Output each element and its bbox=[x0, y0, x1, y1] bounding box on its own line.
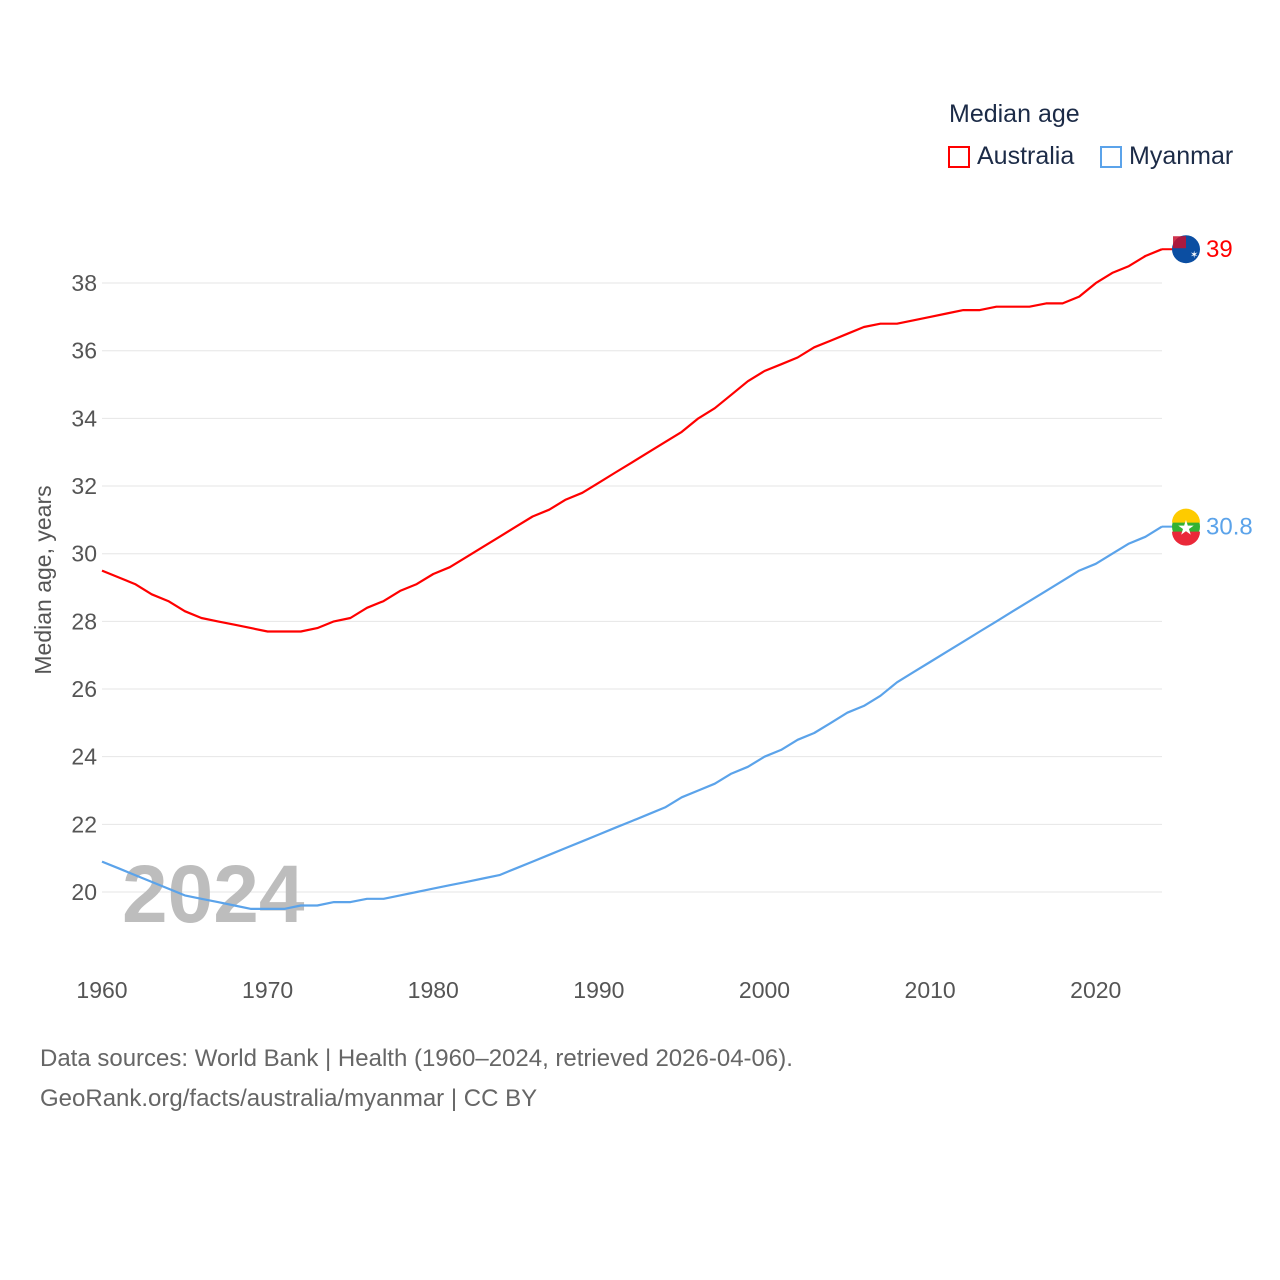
star-icon: ★ bbox=[1177, 518, 1195, 540]
x-tick-label: 1970 bbox=[242, 977, 293, 1003]
series-line-australia bbox=[101, 248, 1163, 633]
star-icon: ✶ bbox=[1190, 250, 1198, 261]
legend-title: Median age bbox=[949, 100, 1080, 128]
footer-link[interactable]: GeoRank.org/facts/australia/myanmar | CC… bbox=[40, 1085, 538, 1112]
y-tick-label: 38 bbox=[71, 270, 97, 296]
end-value-label: 30.8 bbox=[1206, 514, 1253, 541]
y-tick-label: 24 bbox=[71, 744, 97, 770]
legend-label: Australia bbox=[977, 142, 1075, 170]
series-line-myanmar bbox=[101, 525, 1163, 911]
union-jack-icon bbox=[1173, 236, 1186, 249]
y-tick-label: 28 bbox=[71, 608, 97, 634]
x-tick-label: 2020 bbox=[1070, 977, 1121, 1003]
x-tick-label: 1980 bbox=[408, 977, 459, 1003]
y-tick-label: 22 bbox=[71, 811, 97, 837]
legend-label: Myanmar bbox=[1129, 142, 1234, 170]
y-tick-label: 30 bbox=[71, 541, 97, 567]
y-tick-label: 20 bbox=[71, 879, 97, 905]
legend-item-myanmar[interactable]: Myanmar bbox=[1100, 142, 1233, 171]
y-tick-label: 34 bbox=[71, 405, 97, 431]
legend-item-australia[interactable]: Australia bbox=[948, 142, 1074, 171]
flag-stripe-yellow bbox=[1172, 508, 1200, 523]
x-tick-label: 1990 bbox=[573, 977, 624, 1003]
y-tick-label: 36 bbox=[71, 338, 97, 364]
legend-swatch-myanmar bbox=[1100, 145, 1122, 168]
y-axis-title: Median age, years bbox=[30, 485, 56, 674]
end-value-label: 39 bbox=[1206, 236, 1233, 263]
year-watermark: 2024 bbox=[122, 849, 305, 940]
x-tick-label: 2000 bbox=[739, 977, 790, 1003]
x-tick-label: 1960 bbox=[76, 977, 127, 1003]
x-tick-label: 2010 bbox=[905, 977, 956, 1003]
y-tick-label: 32 bbox=[71, 473, 97, 499]
legend-swatch-australia bbox=[948, 145, 970, 168]
flag-stripe-red bbox=[1172, 531, 1200, 546]
footer-sources: Data sources: World Bank | Health (1960–… bbox=[40, 1045, 793, 1072]
y-tick-label: 26 bbox=[71, 676, 97, 702]
